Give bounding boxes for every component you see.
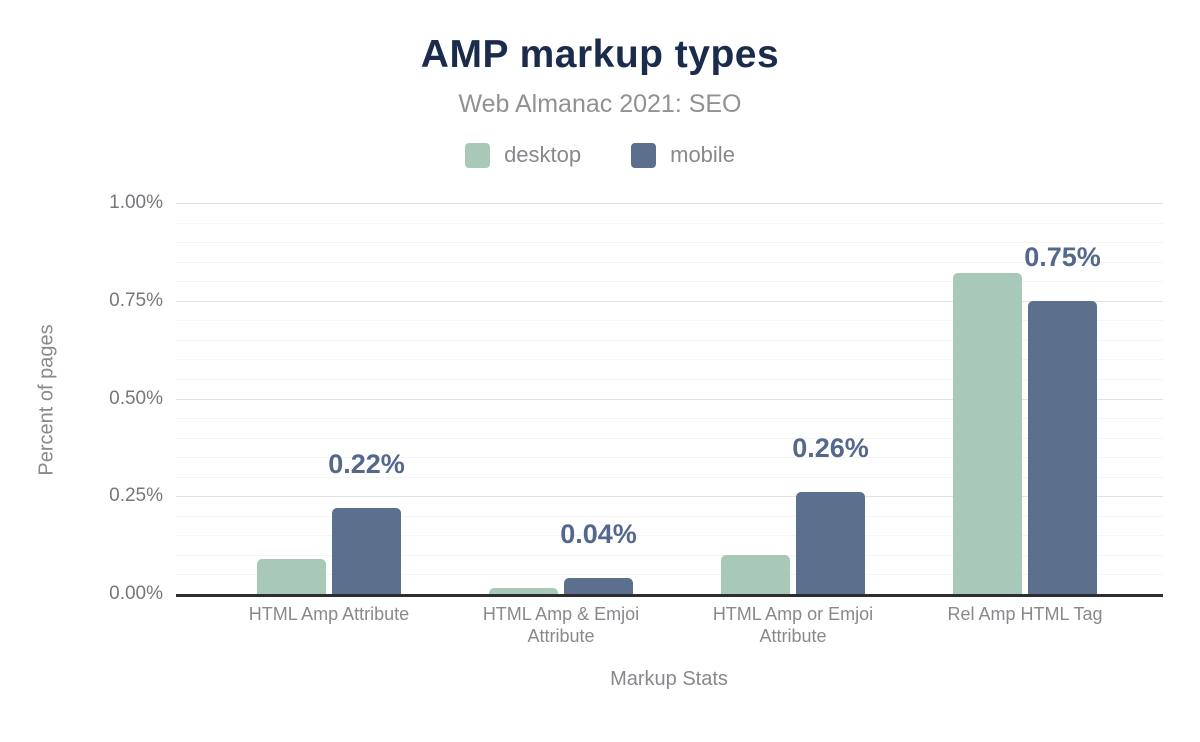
bar-mobile-1 bbox=[332, 507, 401, 594]
legend-swatch-desktop bbox=[465, 142, 491, 168]
gridline-minor bbox=[176, 535, 1163, 537]
value-label-4: 0.75% bbox=[1024, 241, 1101, 272]
y-tick-label: 0.75% bbox=[109, 289, 163, 311]
gridline-minor bbox=[176, 378, 1163, 380]
x-category-label: HTML Amp Attribute bbox=[248, 604, 410, 624]
x-axis-line bbox=[176, 594, 1163, 597]
bar-mobile-3 bbox=[796, 492, 865, 594]
gridline-major bbox=[176, 300, 1163, 302]
gridline-major bbox=[176, 398, 1163, 400]
y-tick-label: 0.50% bbox=[109, 387, 163, 409]
gridline-minor bbox=[176, 476, 1163, 478]
gridline-minor bbox=[176, 222, 1163, 224]
plot-area: 0.22% 0.04% 0.26% 0.75% bbox=[176, 203, 1163, 594]
bar-desktop-2 bbox=[489, 588, 558, 594]
bar-desktop-3 bbox=[721, 554, 790, 594]
gridline-minor bbox=[176, 574, 1163, 576]
legend: desktop mobile bbox=[0, 142, 1200, 168]
legend-item-desktop: desktop bbox=[465, 142, 581, 168]
y-tick-label: 0.25% bbox=[109, 485, 163, 507]
gridline-minor bbox=[176, 320, 1163, 322]
bar-desktop-4 bbox=[953, 273, 1022, 594]
gridline-minor bbox=[176, 554, 1163, 556]
x-category-label: HTML Amp & Emjoi Attribute bbox=[482, 604, 640, 646]
chart-subtitle: Web Almanac 2021: SEO bbox=[458, 90, 742, 118]
value-label-3: 0.26% bbox=[792, 433, 869, 464]
y-tick-label: 0.00% bbox=[109, 583, 163, 604]
bar-mobile-4 bbox=[1028, 300, 1097, 594]
legend-label-mobile: mobile bbox=[670, 142, 735, 167]
gridline-minor bbox=[176, 418, 1163, 420]
x-category-label: HTML Amp or Emjoi Attribute bbox=[712, 604, 874, 646]
bar-desktop-1 bbox=[257, 558, 326, 594]
value-label-1: 0.22% bbox=[328, 448, 405, 479]
gridline-minor bbox=[176, 242, 1163, 244]
gridline-minor bbox=[176, 339, 1163, 341]
gridline-minor bbox=[176, 457, 1163, 459]
legend-swatch-mobile bbox=[631, 142, 657, 168]
gridline-minor bbox=[176, 281, 1163, 283]
gridline-minor bbox=[176, 359, 1163, 361]
x-axis-title: Markup Stats bbox=[610, 668, 728, 690]
x-category-label: Rel Amp HTML Tag bbox=[947, 604, 1103, 624]
gridline-major bbox=[176, 203, 1163, 204]
legend-label-desktop: desktop bbox=[504, 142, 582, 167]
bar-mobile-2 bbox=[564, 578, 633, 594]
gridline-minor bbox=[176, 437, 1163, 439]
gridline-minor bbox=[176, 515, 1163, 517]
gridline-major bbox=[176, 496, 1163, 498]
gridline-minor bbox=[176, 261, 1163, 263]
legend-item-mobile: mobile bbox=[631, 142, 735, 168]
value-label-2: 0.04% bbox=[560, 519, 637, 550]
chart-title: AMP markup types bbox=[420, 33, 780, 76]
y-tick-label: 1.00% bbox=[109, 192, 163, 213]
